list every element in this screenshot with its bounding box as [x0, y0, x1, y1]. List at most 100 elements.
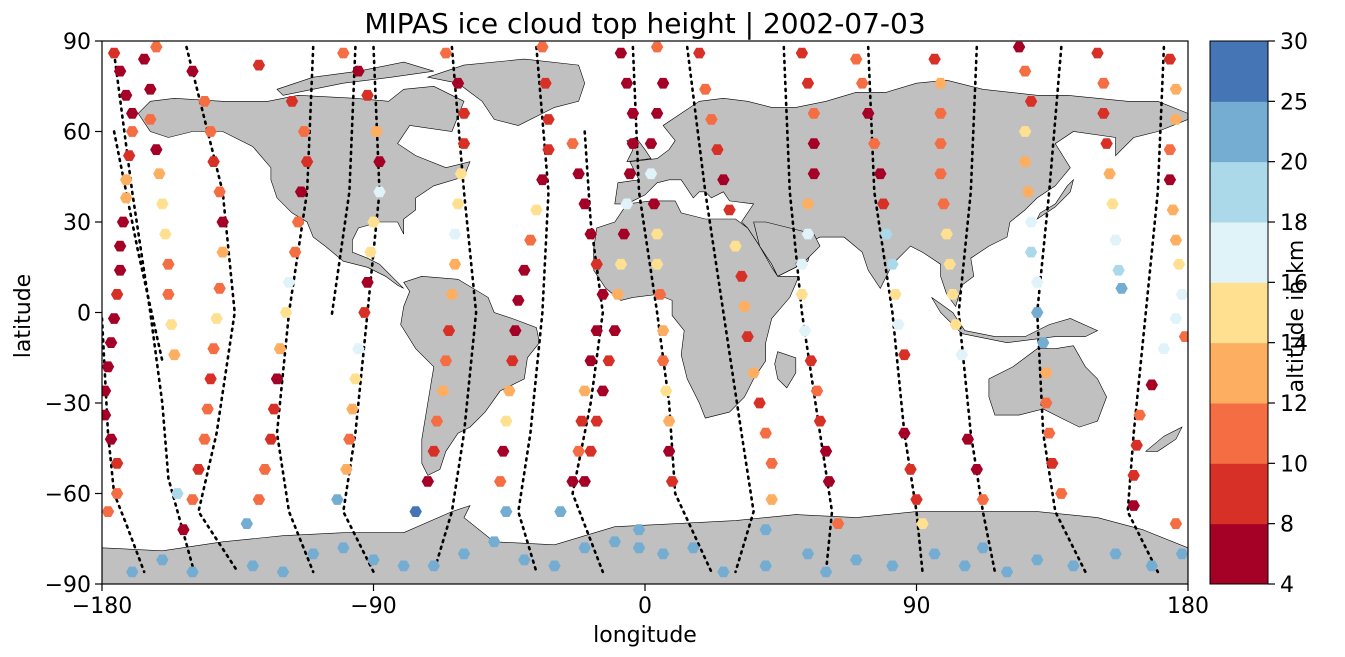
cloud-detection [340, 464, 353, 475]
cloud-detection [1018, 126, 1032, 137]
cloud-detection [457, 108, 471, 119]
cloud-detection [1040, 397, 1053, 409]
cloud-detection [1097, 77, 1110, 89]
cloud-detection [1112, 264, 1125, 276]
colorbar-segment [1210, 222, 1268, 283]
cloud-detection [711, 144, 724, 155]
cloud-detection [1103, 168, 1116, 180]
cloud-detection [693, 47, 706, 59]
colorbar-tick-label: 4 [1280, 573, 1294, 598]
cloud-detection [578, 476, 591, 487]
cloud-detection [159, 228, 172, 240]
cloud-detection [662, 445, 676, 457]
colorbar: 4 8 10 12 14 16 18 20 25 30 [1209, 30, 1308, 598]
cloud-detection [204, 373, 217, 385]
cloud-detection [801, 77, 815, 89]
y-tick-label: 30 [63, 211, 91, 236]
cloud-detection [500, 415, 513, 427]
y-axis-ticks: 90 60 30 0 −30 −60 −90 [45, 30, 102, 598]
cloud-detection [536, 41, 549, 53]
cloud-detection [765, 458, 778, 469]
y-axis-label: latitude [11, 274, 36, 358]
cloud-detection [168, 349, 181, 361]
cloud-detection [650, 108, 664, 119]
cloud-detection [717, 566, 730, 578]
cloud-detection [1169, 313, 1183, 324]
cloud-detection [153, 168, 166, 180]
cloud-detection [361, 277, 374, 288]
colorbar-segment [1210, 41, 1268, 102]
cloud-detection [1055, 488, 1068, 499]
cloud-detection [331, 494, 344, 505]
cloud-detection [291, 216, 305, 228]
colorbar-segment [1210, 282, 1268, 344]
cloud-detection [488, 536, 501, 548]
orbit-track-4 [185, 45, 240, 574]
cloud-detection [759, 524, 772, 536]
cloud-detection [1000, 566, 1014, 578]
cloud-detection [644, 138, 658, 149]
cloud-detection [177, 524, 190, 536]
cloud-detection [123, 150, 136, 161]
cloud-detection [300, 156, 314, 167]
cloud-detection [162, 258, 175, 270]
cloud-detection [578, 198, 591, 210]
cloud-detection [940, 228, 953, 240]
cloud-detection [343, 433, 356, 445]
x-tick-label: 0 [638, 594, 652, 619]
cloud-detection [448, 228, 462, 240]
cloud-detection [608, 536, 621, 548]
land-australia [988, 345, 1107, 428]
colorbar-tick-label: 18 [1280, 211, 1308, 236]
cloud-detection [656, 548, 670, 560]
cloud-detection [542, 114, 555, 125]
cloud-detection [213, 186, 226, 198]
cloud-detection [1037, 337, 1050, 348]
cloud-detection [1109, 548, 1122, 560]
land-eurasia [614, 79, 1188, 308]
cloud-detection [892, 319, 905, 330]
cloud-detection [119, 174, 133, 186]
orbit-track-6 [330, 45, 357, 320]
cloud-detection [934, 77, 947, 89]
cloud-detection [801, 228, 815, 240]
cloud-detection [370, 126, 383, 137]
cloud-detection [116, 216, 130, 228]
cloud-detection [1157, 343, 1171, 355]
cloud-detection [267, 403, 281, 415]
cloud-detection [530, 204, 543, 216]
cloud-detection [608, 325, 621, 336]
cloud-detection [346, 403, 359, 415]
cloud-detection [566, 476, 579, 487]
cloud-detection [102, 385, 112, 397]
cloud-detection [1133, 409, 1146, 421]
cloud-detection [102, 506, 115, 517]
cloud-detection [110, 488, 124, 499]
cloud-detection [687, 542, 700, 554]
land-new-zealand [1144, 426, 1183, 452]
cloud-detection [349, 373, 362, 385]
cloud-detection [807, 138, 821, 149]
cloud-detection [156, 198, 169, 210]
cloud-detection [572, 445, 585, 457]
cloud-detection [898, 427, 911, 439]
cloud-detection [427, 560, 440, 572]
cloud-detection [735, 270, 748, 282]
cloud-detection [575, 415, 588, 427]
cloud-detection [620, 198, 634, 210]
cloud-detection [886, 560, 899, 572]
y-tick-label: −30 [45, 392, 91, 417]
cloud-detection [650, 41, 664, 53]
cloud-detection [747, 367, 760, 379]
cloud-detection [1166, 204, 1180, 216]
cloud-detection [297, 126, 311, 137]
cloud-detection [509, 325, 522, 336]
cloud-detection [1067, 560, 1080, 572]
colorbar-tick-label: 14 [1280, 332, 1308, 357]
x-tick-label: −90 [350, 594, 396, 619]
cloud-detection [1031, 554, 1044, 566]
y-tick-label: 90 [63, 30, 91, 55]
detection-points [102, 41, 1188, 578]
orbit-track-5 [275, 45, 315, 574]
cloud-detection [1012, 41, 1026, 53]
